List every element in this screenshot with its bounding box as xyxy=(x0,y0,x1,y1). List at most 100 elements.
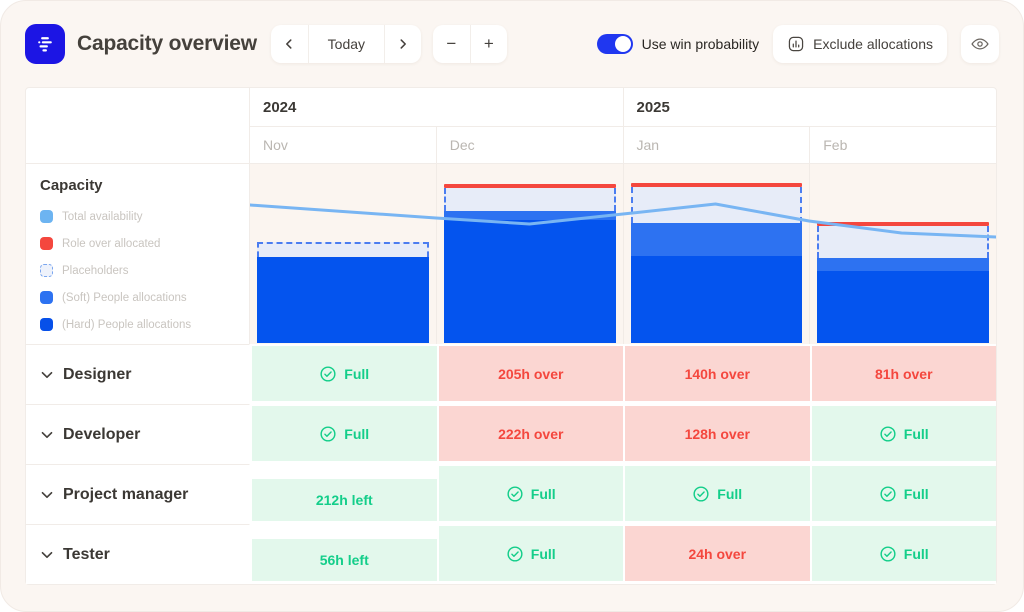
role-name: Tester xyxy=(63,545,110,563)
capacity-cell-text: Full xyxy=(530,485,556,502)
role-label-designer[interactable]: Designer xyxy=(26,344,250,404)
capacity-cell-text: 56h left xyxy=(319,551,369,568)
placeholder-segment xyxy=(257,242,429,257)
over-allocated-segment xyxy=(443,184,616,188)
legend-item-label: Role over allocated xyxy=(62,237,161,250)
role-cells: Full 222h over 128h over Full xyxy=(250,404,996,464)
hard-allocation-segment xyxy=(257,257,429,343)
chevron-down-icon xyxy=(41,491,53,498)
chart-column-nov xyxy=(250,164,436,344)
capacity-cell-left: 212h left xyxy=(250,464,437,524)
logo-icon xyxy=(38,37,52,52)
exclude-allocations-button[interactable]: Exclude allocations xyxy=(773,25,947,63)
app-logo[interactable] xyxy=(25,24,65,64)
month-row: Nov Dec Jan Feb xyxy=(250,127,996,163)
capacity-cell-over: 140h over xyxy=(623,344,810,404)
chevron-down-icon xyxy=(41,371,53,378)
header: Capacity overview Today − + Use win prob… xyxy=(1,1,1023,87)
capacity-bar-jan xyxy=(630,183,803,343)
placeholder-segment xyxy=(630,187,803,223)
capacity-bar-feb xyxy=(817,222,989,343)
capacity-cell-text: 128h over xyxy=(684,425,750,442)
partial-capacity-fill: 212h left xyxy=(252,478,437,521)
chart-column-jan xyxy=(622,164,810,344)
zoom-in-button[interactable]: + xyxy=(469,25,507,63)
placeholder-segment xyxy=(443,188,616,211)
hard-swatch-icon xyxy=(40,318,53,331)
capacity-cell-full: Full xyxy=(623,464,810,524)
check-circle-icon xyxy=(320,425,336,442)
soft-allocation-segment xyxy=(443,211,616,220)
capacity-cell-full: Full xyxy=(250,404,437,464)
role-cells: Full 205h over 140h over 81h over xyxy=(250,344,996,404)
bar-chart-icon xyxy=(788,36,804,52)
over-swatch-icon xyxy=(40,237,53,250)
role-row-project-manager: Project manager 212h left Full Full Full xyxy=(26,464,996,524)
capacity-cell-over: 205h over xyxy=(436,344,623,404)
role-name: Project manager xyxy=(63,485,189,503)
chevron-down-icon xyxy=(41,431,53,438)
role-label-project-manager[interactable]: Project manager xyxy=(26,464,250,524)
toggle-knob xyxy=(614,36,631,52)
eye-icon xyxy=(971,38,989,50)
hard-allocation-segment xyxy=(817,271,989,343)
month-label-dec: Dec xyxy=(435,127,623,163)
capacity-table: 2024 2025 Nov Dec Jan Feb Capacity Total ava… xyxy=(25,87,997,585)
legend-item-label: Placeholders xyxy=(62,264,129,277)
month-label-feb: Feb xyxy=(809,127,996,163)
capacity-bar-nov xyxy=(257,242,429,343)
check-circle-icon xyxy=(880,545,896,562)
placeholder-segment xyxy=(817,226,989,258)
capacity-cell-text: 24h over xyxy=(688,545,747,562)
check-circle-icon xyxy=(320,365,336,382)
capacity-cell-over: 81h over xyxy=(809,344,996,404)
date-nav-group: Today xyxy=(270,25,421,63)
role-row-tester: Tester 56h left Full 24h over Full xyxy=(26,524,996,584)
placeholder-swatch-icon xyxy=(40,264,53,277)
capacity-cell-over: 24h over xyxy=(623,524,810,584)
capacity-chart xyxy=(250,164,996,344)
legend-item-placeholder: Placeholders xyxy=(40,257,249,284)
next-period-button[interactable] xyxy=(383,25,421,63)
win-probability-control: Use win probability xyxy=(596,34,759,54)
capacity-cell-full: Full xyxy=(436,524,623,584)
role-name: Developer xyxy=(63,425,141,443)
capacity-cell-full: Full xyxy=(809,524,996,584)
capacity-cell-text: Full xyxy=(903,425,929,442)
hard-allocation-segment xyxy=(443,220,616,343)
table-corner-cell xyxy=(26,88,250,163)
capacity-cell-text: Full xyxy=(530,545,556,562)
chevron-left-icon xyxy=(286,39,292,49)
capacity-cell-text: 140h over xyxy=(684,365,750,382)
chevron-right-icon xyxy=(400,39,406,49)
availability-swatch-icon xyxy=(40,210,53,223)
chart-column-feb xyxy=(809,164,996,344)
over-allocated-segment xyxy=(630,183,803,187)
table-head: 2024 2025 Nov Dec Jan Feb xyxy=(26,88,996,164)
capacity-cell-text: 81h over xyxy=(874,365,933,382)
check-circle-icon xyxy=(693,485,709,502)
role-rows: Designer Full 205h over 140h over 81h over De… xyxy=(26,344,996,584)
capacity-cell-full: Full xyxy=(250,344,437,404)
check-circle-icon xyxy=(880,485,896,502)
capacity-cell-text: 205h over xyxy=(498,365,564,382)
partial-capacity-fill: 56h left xyxy=(252,538,437,581)
visibility-button[interactable] xyxy=(961,25,999,63)
role-label-tester[interactable]: Tester xyxy=(26,524,250,584)
legend-item-over: Role over allocated xyxy=(40,230,249,257)
zoom-out-button[interactable]: − xyxy=(433,25,470,63)
win-probability-toggle[interactable] xyxy=(596,34,633,54)
prev-period-button[interactable] xyxy=(271,25,308,63)
legend-item-label: (Soft) People allocations xyxy=(62,291,187,304)
role-cells: 212h left Full Full Full xyxy=(250,464,996,524)
year-label: 2024 xyxy=(263,98,297,116)
year-label: 2025 xyxy=(622,88,997,126)
capacity-cell-full: Full xyxy=(809,464,996,524)
role-label-developer[interactable]: Developer xyxy=(26,404,250,464)
role-cells: 56h left Full 24h over Full xyxy=(250,524,996,584)
today-button[interactable]: Today xyxy=(307,25,384,63)
capacity-cell-full: Full xyxy=(436,464,623,524)
timeline-header: 2024 2025 Nov Dec Jan Feb xyxy=(250,88,996,163)
capacity-cell-text: 222h over xyxy=(498,425,564,442)
